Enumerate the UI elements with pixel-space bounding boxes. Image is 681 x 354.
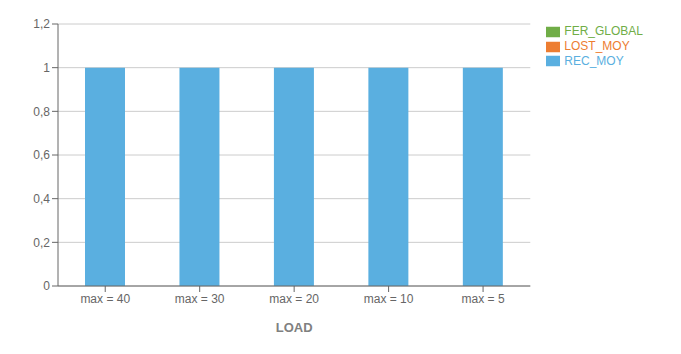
html-text:FER_GLOBAL: FER_GLOBAL <box>564 24 643 38</box>
html-text:REC_MOY: REC_MOY <box>564 53 624 68</box>
svg-text:max = 10: max = 10 <box>364 292 414 306</box>
svg-text:0: 0 <box>43 279 50 293</box>
svg-text:0,6: 0,6 <box>33 148 50 162</box>
html-text:LOST_MOY: LOST_MOY <box>564 38 630 53</box>
svg-text:1,2: 1,2 <box>33 17 50 31</box>
svg-text:0,4: 0,4 <box>33 192 50 206</box>
svg-text:1: 1 <box>43 61 50 75</box>
svg-text:0,2: 0,2 <box>33 236 50 250</box>
svg-text:max = 40: max = 40 <box>80 292 130 306</box>
svg-text:max = 30: max = 30 <box>175 292 225 306</box>
svg-text:0,8: 0,8 <box>33 105 50 119</box>
svg-text:LOAD: LOAD <box>276 320 313 335</box>
svg-text:max = 5: max = 5 <box>462 292 505 306</box>
svg-text:max = 20: max = 20 <box>269 292 319 306</box>
